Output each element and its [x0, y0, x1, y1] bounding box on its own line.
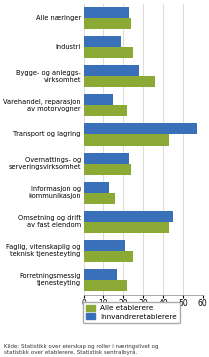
- Bar: [84, 65, 139, 76]
- Bar: [84, 47, 133, 58]
- Bar: [84, 36, 121, 47]
- Bar: [84, 152, 129, 164]
- Bar: [84, 124, 197, 135]
- Text: Kilde: Statistikk over eierskap og roller i næringslivet og
statistikk over etab: Kilde: Statistikk over eierskap og rolle…: [4, 344, 159, 355]
- Bar: [84, 164, 131, 175]
- Bar: [84, 280, 127, 291]
- Bar: [84, 211, 173, 222]
- Bar: [84, 269, 117, 280]
- X-axis label: Prosent: Prosent: [129, 311, 158, 320]
- Bar: [84, 240, 125, 251]
- Bar: [84, 7, 129, 18]
- Bar: [84, 105, 127, 116]
- Bar: [84, 135, 169, 146]
- Legend: Alle etablerere, Innvandreretablerere: Alle etablerere, Innvandreretablerere: [83, 302, 180, 323]
- Bar: [84, 94, 113, 105]
- Bar: [84, 251, 133, 262]
- Bar: [84, 76, 155, 87]
- Bar: [84, 193, 115, 204]
- Bar: [84, 182, 110, 193]
- Bar: [84, 18, 131, 29]
- Bar: [84, 222, 169, 233]
